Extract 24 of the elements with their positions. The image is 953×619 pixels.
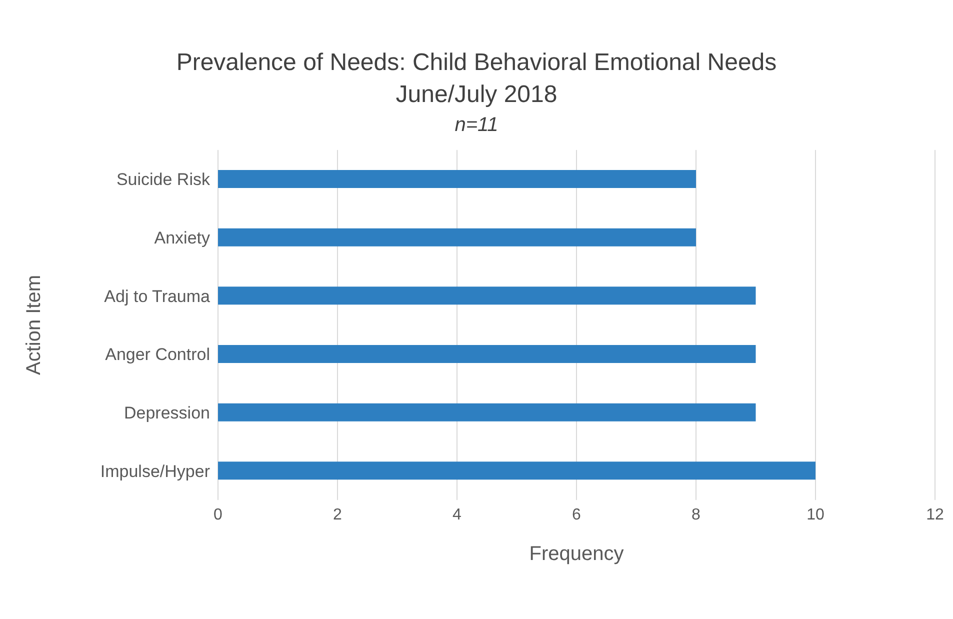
y-tick-label: Suicide Risk bbox=[116, 170, 210, 190]
x-tick-label: 6 bbox=[572, 506, 582, 524]
x-axis-title: Frequency bbox=[529, 543, 624, 565]
chart-title: Prevalence of Needs: Child Behavioral Emotional Needs bbox=[175, 48, 778, 78]
bar bbox=[218, 403, 756, 422]
y-tick-label: Adj to Trauma bbox=[104, 286, 211, 306]
x-tick-label: 8 bbox=[692, 506, 701, 524]
chart-subtitle: June/July 2018 bbox=[394, 80, 558, 110]
bar bbox=[218, 228, 696, 246]
x-tick-label: 10 bbox=[806, 506, 824, 524]
bar bbox=[218, 462, 816, 480]
x-tick-label: 0 bbox=[214, 506, 223, 524]
text: n=11 bbox=[454, 113, 500, 138]
x-tick-label: 2 bbox=[333, 506, 342, 524]
x-tick-label: 12 bbox=[926, 506, 944, 524]
y-tick-label: Anger Control bbox=[105, 345, 210, 364]
bar bbox=[218, 286, 756, 305]
bar bbox=[218, 345, 756, 363]
bar bbox=[218, 170, 696, 188]
y-tick-label: Anxiety bbox=[154, 228, 210, 248]
y-tick-label: Impulse/Hyper bbox=[100, 462, 210, 481]
x-tick-label: 4 bbox=[452, 506, 462, 524]
y-axis-title: Action Item bbox=[23, 274, 46, 376]
y-tick-label: Depression bbox=[124, 404, 210, 423]
